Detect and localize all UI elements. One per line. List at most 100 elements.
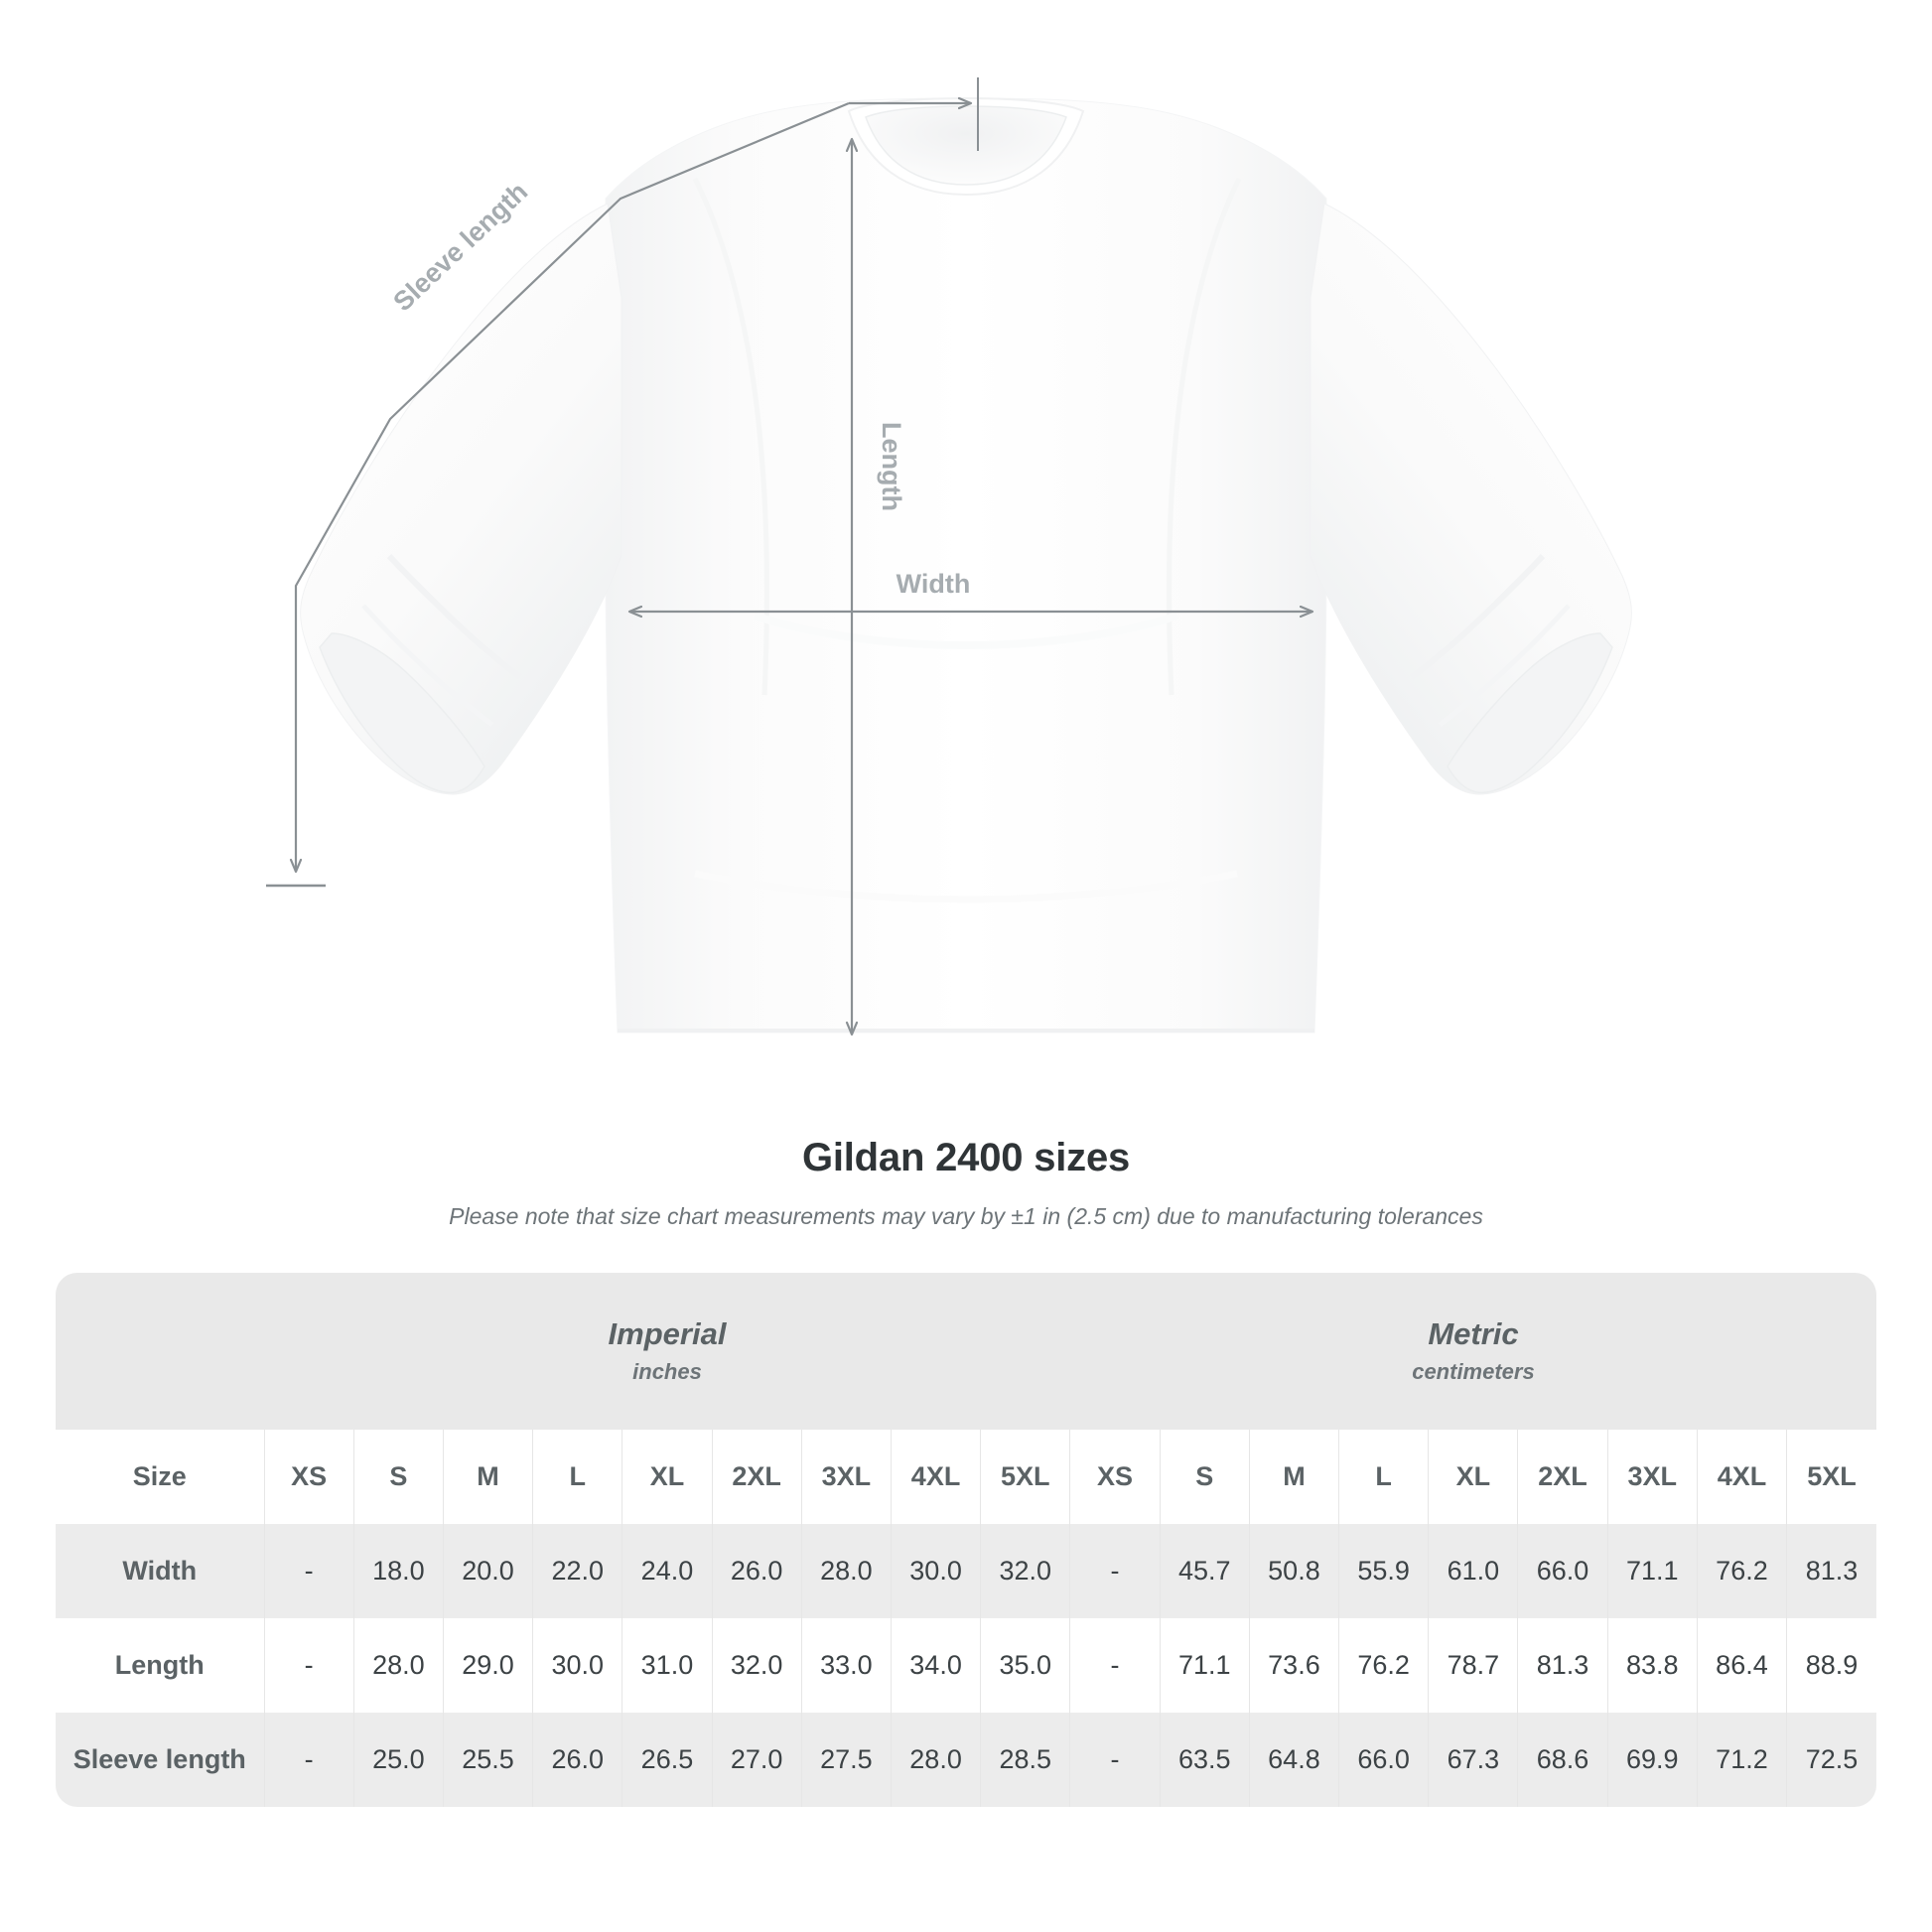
- cell-length-imp-2xl: 32.0: [711, 1618, 802, 1713]
- cell-width-met-2xl: 66.0: [1517, 1524, 1608, 1618]
- cell-width-met-3xl: 71.1: [1606, 1524, 1698, 1618]
- unit-group-imperial-sub: inches: [632, 1359, 702, 1384]
- cell-width-imp-s: 18.0: [352, 1524, 444, 1618]
- size-header-metric-3xl: 3XL: [1606, 1430, 1698, 1524]
- unit-group-metric-sub: centimeters: [1412, 1359, 1535, 1384]
- cell-width-imp-4xl: 30.0: [890, 1524, 981, 1618]
- unit-group-imperial: Imperial inches: [264, 1273, 1070, 1430]
- width-label: Width: [897, 569, 971, 599]
- cell-length-met-m: 73.6: [1248, 1618, 1339, 1713]
- size-header-imperial-s: S: [352, 1430, 444, 1524]
- cell-sleeve-imp-4xl: 28.0: [890, 1713, 981, 1807]
- unit-group-metric: Metric centimeters: [1069, 1273, 1876, 1430]
- size-header-metric-l: L: [1338, 1430, 1429, 1524]
- cell-sleeve-met-4xl: 71.2: [1696, 1713, 1787, 1807]
- cell-width-met-5xl: 81.3: [1786, 1524, 1876, 1618]
- cell-sleeve-imp-s: 25.0: [352, 1713, 444, 1807]
- cell-length-met-xl: 78.7: [1428, 1618, 1518, 1713]
- row-label-width: Width: [56, 1524, 265, 1618]
- row-label-sleeve-length: Sleeve length: [56, 1713, 265, 1807]
- cell-sleeve-met-2xl: 68.6: [1517, 1713, 1608, 1807]
- cell-length-imp-5xl: 35.0: [980, 1618, 1070, 1713]
- unit-spacer-cell: [56, 1273, 265, 1430]
- right-cuff: [1447, 632, 1613, 794]
- row-label-length: Length: [56, 1618, 265, 1713]
- unit-group-metric-name: Metric: [1428, 1316, 1519, 1351]
- cell-sleeve-met-5xl: 72.5: [1786, 1713, 1876, 1807]
- cell-sleeve-met-3xl: 69.9: [1606, 1713, 1698, 1807]
- cell-length-met-l: 76.2: [1338, 1618, 1429, 1713]
- cell-length-imp-xs: -: [263, 1618, 354, 1713]
- cell-width-met-4xl: 76.2: [1696, 1524, 1787, 1618]
- cell-width-imp-3xl: 28.0: [800, 1524, 892, 1618]
- cell-width-met-xl: 61.0: [1428, 1524, 1518, 1618]
- table-row: Width - 18.0 20.0 22.0 24.0 26.0 28.0 30…: [56, 1524, 1876, 1618]
- shirt-body-shape: [605, 97, 1327, 1034]
- sleeve-length-guide: [296, 101, 850, 872]
- size-header-metric-xl: XL: [1428, 1430, 1518, 1524]
- cell-length-met-5xl: 88.9: [1786, 1618, 1876, 1713]
- cell-width-imp-xs: -: [263, 1524, 354, 1618]
- table-row: Sleeve length - 25.0 25.5 26.0 26.5 27.0…: [56, 1713, 1876, 1807]
- left-cuff: [319, 632, 485, 794]
- cell-width-imp-xl: 24.0: [621, 1524, 713, 1618]
- garment-illustration: Sleeve length Length Width: [266, 77, 1632, 1112]
- cell-sleeve-met-m: 64.8: [1248, 1713, 1339, 1807]
- cell-width-imp-l: 22.0: [532, 1524, 622, 1618]
- cell-width-met-s: 45.7: [1159, 1524, 1250, 1618]
- measurement-overlay: [266, 77, 1312, 1035]
- cell-length-met-xs: -: [1069, 1618, 1161, 1713]
- cell-sleeve-imp-l: 26.0: [532, 1713, 622, 1807]
- cell-length-met-3xl: 83.8: [1606, 1618, 1698, 1713]
- cell-length-imp-l: 30.0: [532, 1618, 622, 1713]
- cell-width-met-m: 50.8: [1248, 1524, 1339, 1618]
- cell-length-imp-m: 29.0: [442, 1618, 533, 1713]
- size-header-metric-2xl: 2XL: [1517, 1430, 1608, 1524]
- cell-length-met-4xl: 86.4: [1696, 1618, 1787, 1713]
- size-header-imperial-xl: XL: [621, 1430, 713, 1524]
- size-header-row: Size XS S M L XL 2XL 3XL 4XL 5XL XS S M …: [56, 1430, 1876, 1524]
- cell-width-imp-m: 20.0: [442, 1524, 533, 1618]
- cell-sleeve-imp-xl: 26.5: [621, 1713, 713, 1807]
- size-header-imperial-xs: XS: [263, 1430, 354, 1524]
- size-header-metric-5xl: 5XL: [1786, 1430, 1876, 1524]
- cell-width-met-l: 55.9: [1338, 1524, 1429, 1618]
- cell-sleeve-met-xs: -: [1069, 1713, 1161, 1807]
- cell-sleeve-met-l: 66.0: [1338, 1713, 1429, 1807]
- table-row: Length - 28.0 29.0 30.0 31.0 32.0 33.0 3…: [56, 1618, 1876, 1713]
- neck-hole: [865, 105, 1067, 186]
- cell-length-met-2xl: 81.3: [1517, 1618, 1608, 1713]
- cell-width-imp-5xl: 32.0: [980, 1524, 1070, 1618]
- size-header-label: Size: [56, 1430, 265, 1524]
- size-header-metric-4xl: 4XL: [1696, 1430, 1787, 1524]
- cell-length-imp-4xl: 34.0: [890, 1618, 981, 1713]
- cell-sleeve-imp-m: 25.5: [442, 1713, 533, 1807]
- cell-length-imp-3xl: 33.0: [800, 1618, 892, 1713]
- size-header-metric-xs: XS: [1069, 1430, 1161, 1524]
- length-label: Length: [877, 422, 906, 511]
- cell-sleeve-imp-5xl: 28.5: [980, 1713, 1070, 1807]
- size-header-imperial-l: L: [532, 1430, 622, 1524]
- cell-sleeve-imp-2xl: 27.0: [711, 1713, 802, 1807]
- size-header-metric-m: M: [1248, 1430, 1339, 1524]
- size-table: Imperial inches Metric centimeters Size …: [56, 1273, 1876, 1807]
- cell-sleeve-imp-3xl: 27.5: [800, 1713, 892, 1807]
- tolerance-note: Please note that size chart measurements…: [449, 1203, 1483, 1229]
- left-sleeve-shape: [300, 203, 622, 795]
- cell-length-imp-xl: 31.0: [621, 1618, 713, 1713]
- cell-width-imp-2xl: 26.0: [711, 1524, 802, 1618]
- size-header-imperial-3xl: 3XL: [800, 1430, 892, 1524]
- page-title: Gildan 2400 sizes: [801, 1136, 1131, 1179]
- cell-length-met-s: 71.1: [1159, 1618, 1250, 1713]
- cell-length-imp-s: 28.0: [352, 1618, 444, 1713]
- size-header-imperial-2xl: 2XL: [711, 1430, 802, 1524]
- cell-width-met-xs: -: [1069, 1524, 1161, 1618]
- chart-heading: Gildan 2400 sizes Please note that size …: [0, 1132, 1932, 1231]
- garment-svg: Sleeve length Length Width: [266, 77, 1632, 1112]
- cell-sleeve-imp-xs: -: [263, 1713, 354, 1807]
- right-sleeve-shape: [1310, 203, 1632, 795]
- unit-group-imperial-name: Imperial: [608, 1316, 727, 1351]
- cell-sleeve-met-xl: 67.3: [1428, 1713, 1518, 1807]
- garment-body-group: [300, 96, 1632, 1034]
